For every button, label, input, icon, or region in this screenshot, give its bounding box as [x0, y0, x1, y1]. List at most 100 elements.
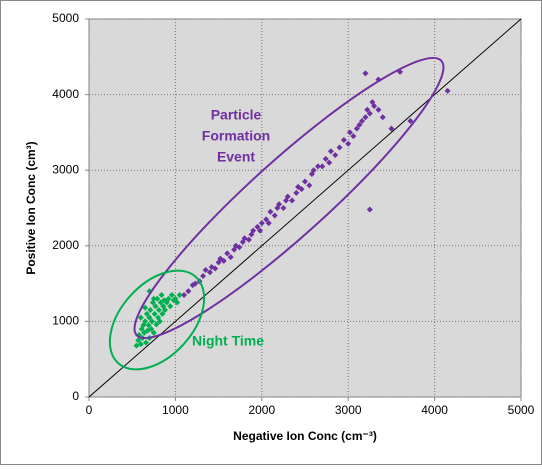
data-point	[236, 244, 243, 251]
x-tick-label: 0	[86, 403, 93, 417]
x-axis-title: Negative Ion Conc (cm⁻³)	[233, 429, 377, 443]
data-point	[174, 299, 181, 306]
data-point	[202, 266, 209, 273]
data-point	[366, 206, 373, 213]
data-point	[146, 314, 153, 321]
data-point	[332, 152, 339, 159]
data-point	[346, 129, 353, 136]
data-point	[192, 280, 199, 287]
data-point	[152, 303, 159, 310]
data-point	[142, 304, 149, 311]
data-point	[314, 163, 321, 170]
data-point	[271, 212, 278, 219]
data-point	[257, 227, 264, 234]
y-tick-label: 1000	[52, 314, 79, 328]
data-point	[149, 318, 156, 325]
event-ellipse	[133, 56, 445, 340]
data-point	[407, 118, 414, 125]
data-point	[227, 254, 234, 261]
data-point	[165, 295, 172, 302]
data-point	[276, 201, 283, 208]
data-point	[176, 291, 183, 298]
annotation: Particle	[211, 107, 262, 123]
data-point	[135, 337, 142, 344]
data-point	[444, 87, 451, 94]
data-point	[143, 310, 150, 317]
data-point	[345, 140, 352, 147]
x-tick-label: 4000	[421, 403, 448, 417]
data-point	[356, 121, 363, 128]
data-point	[265, 220, 272, 227]
annotation: Night Time	[192, 333, 264, 349]
data-point	[340, 136, 347, 143]
data-point	[362, 70, 369, 77]
data-point	[200, 273, 207, 280]
data-point	[371, 102, 378, 109]
y-tick-label: 2000	[52, 238, 79, 252]
data-point	[366, 110, 373, 117]
data-point	[302, 178, 308, 185]
data-point	[155, 307, 162, 314]
data-point	[362, 114, 369, 121]
y-axis-title: Positive Ion Conc (cm³)	[24, 141, 38, 274]
y-tick-label: 0	[72, 389, 79, 403]
data-point	[154, 295, 161, 302]
data-point	[350, 133, 357, 140]
data-point	[151, 310, 158, 317]
x-tick-label: 2000	[248, 403, 275, 417]
x-tick-label: 5000	[508, 403, 535, 417]
data-point	[327, 148, 334, 155]
data-point	[137, 341, 144, 348]
data-point	[245, 236, 252, 243]
data-point	[142, 318, 149, 325]
data-point	[326, 159, 333, 166]
y-tick-label: 3000	[52, 162, 79, 176]
data-point	[148, 325, 155, 332]
data-point	[250, 227, 257, 234]
data-point	[359, 118, 366, 125]
data-point	[258, 220, 265, 227]
data-point	[206, 269, 213, 276]
data-point	[181, 291, 188, 298]
data-point	[310, 167, 317, 174]
data-point	[284, 193, 291, 200]
data-point	[147, 307, 154, 314]
data-point	[280, 205, 287, 211]
data-point	[375, 106, 382, 113]
x-tick-label: 3000	[335, 403, 362, 417]
data-point	[336, 144, 343, 151]
data-point	[153, 321, 160, 328]
data-point	[306, 182, 313, 189]
data-point	[289, 197, 296, 204]
data-point	[145, 322, 152, 329]
data-point	[185, 288, 192, 295]
data-point	[353, 125, 360, 132]
data-point	[298, 186, 305, 193]
data-point	[150, 329, 157, 336]
data-point	[143, 339, 150, 346]
data-point	[150, 295, 157, 302]
data-point	[158, 291, 165, 298]
data-point	[263, 216, 270, 223]
data-point	[159, 310, 166, 317]
data-point	[388, 125, 395, 132]
data-point	[168, 291, 175, 298]
x-tick-label: 1000	[162, 403, 189, 417]
data-point	[364, 106, 371, 113]
y-tick-label: 4000	[52, 87, 79, 101]
data-point	[220, 257, 227, 264]
data-point	[167, 303, 174, 310]
data-point	[319, 163, 326, 170]
annotation: Formation	[202, 128, 270, 144]
data-point	[254, 223, 261, 230]
data-point	[212, 265, 219, 272]
data-point	[162, 307, 169, 314]
y-tick-label: 5000	[52, 11, 79, 25]
night-ellipse	[108, 269, 206, 371]
data-point	[267, 208, 274, 215]
data-point	[156, 318, 163, 325]
data-point	[293, 189, 300, 196]
data-point	[224, 250, 231, 257]
annotation: Event	[217, 149, 255, 165]
